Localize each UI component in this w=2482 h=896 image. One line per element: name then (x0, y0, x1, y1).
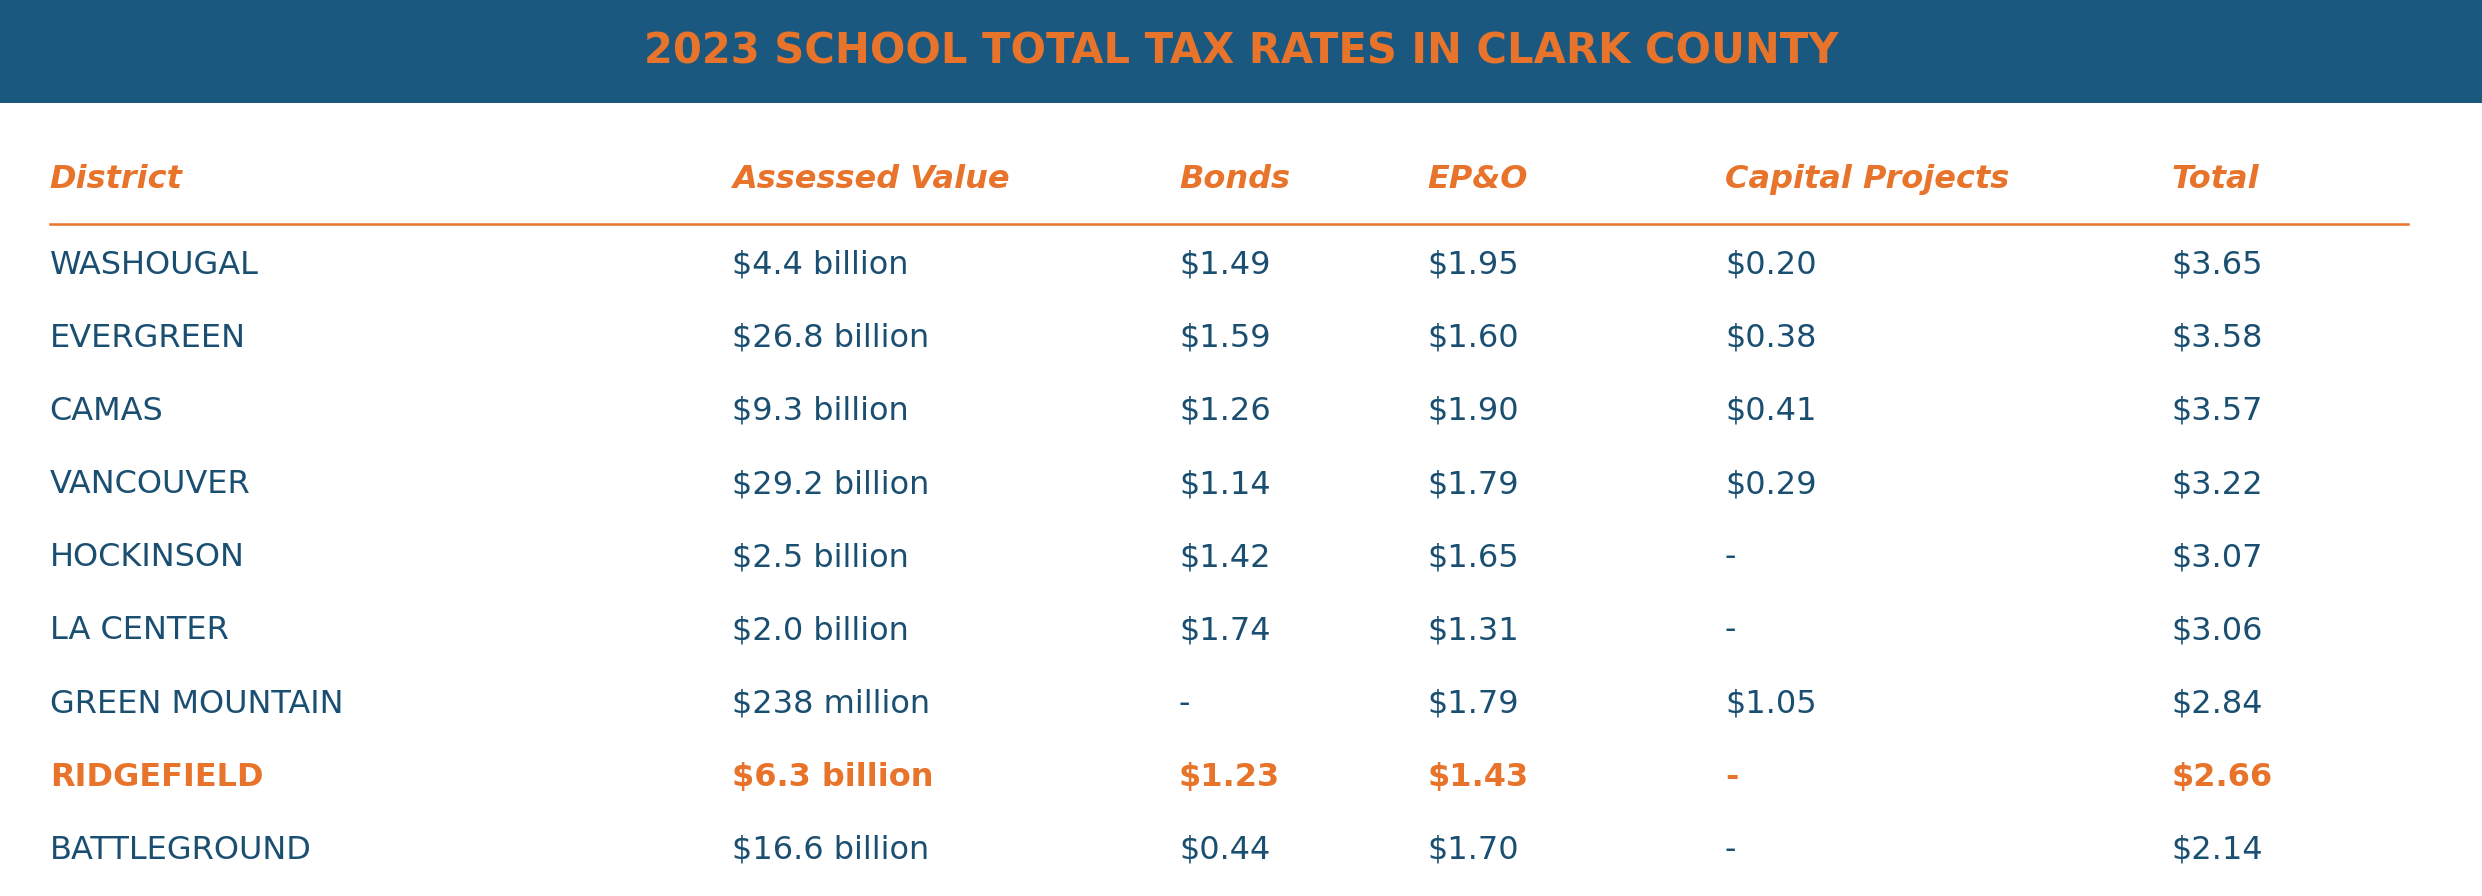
Text: $1.59: $1.59 (1179, 323, 1271, 354)
Text: $1.90: $1.90 (1427, 396, 1519, 426)
Text: -: - (1725, 542, 1737, 573)
Text: $1.26: $1.26 (1179, 396, 1271, 426)
Text: VANCOUVER: VANCOUVER (50, 470, 251, 500)
Text: Assessed Value: Assessed Value (732, 164, 1010, 194)
Text: $26.8 billion: $26.8 billion (732, 323, 928, 354)
Text: $2.5 billion: $2.5 billion (732, 542, 908, 573)
Text: $1.43: $1.43 (1427, 762, 1529, 793)
Text: BATTLEGROUND: BATTLEGROUND (50, 835, 313, 866)
Text: -: - (1725, 835, 1737, 866)
Text: $29.2 billion: $29.2 billion (732, 470, 931, 500)
Text: $1.79: $1.79 (1427, 470, 1519, 500)
Text: $1.70: $1.70 (1427, 835, 1519, 866)
Text: $4.4 billion: $4.4 billion (732, 250, 908, 280)
Text: Bonds: Bonds (1179, 164, 1291, 194)
Text: $0.38: $0.38 (1725, 323, 1817, 354)
Text: $1.95: $1.95 (1427, 250, 1519, 280)
Text: EP&O: EP&O (1427, 164, 1526, 194)
Text: -: - (1179, 689, 1191, 719)
Text: WASHOUGAL: WASHOUGAL (50, 250, 258, 280)
Text: $0.41: $0.41 (1725, 396, 1817, 426)
Text: District: District (50, 164, 184, 194)
Text: $1.14: $1.14 (1179, 470, 1271, 500)
Text: $238 million: $238 million (732, 689, 931, 719)
Text: $3.58: $3.58 (2172, 323, 2264, 354)
Text: $2.14: $2.14 (2172, 835, 2264, 866)
Text: $1.49: $1.49 (1179, 250, 1271, 280)
Text: $2.66: $2.66 (2172, 762, 2274, 793)
Text: EVERGREEN: EVERGREEN (50, 323, 246, 354)
Text: $1.05: $1.05 (1725, 689, 1817, 719)
Text: GREEN MOUNTAIN: GREEN MOUNTAIN (50, 689, 343, 719)
Text: $3.22: $3.22 (2172, 470, 2264, 500)
Text: 2023 SCHOOL TOTAL TAX RATES IN CLARK COUNTY: 2023 SCHOOL TOTAL TAX RATES IN CLARK COU… (643, 30, 1839, 73)
Text: $3.06: $3.06 (2172, 616, 2264, 646)
Text: $9.3 billion: $9.3 billion (732, 396, 908, 426)
Text: $1.60: $1.60 (1427, 323, 1519, 354)
Text: -: - (1725, 616, 1737, 646)
Text: CAMAS: CAMAS (50, 396, 164, 426)
Text: RIDGEFIELD: RIDGEFIELD (50, 762, 263, 793)
Text: HOCKINSON: HOCKINSON (50, 542, 246, 573)
Text: $0.29: $0.29 (1725, 470, 1817, 500)
Text: LA CENTER: LA CENTER (50, 616, 228, 646)
Text: $0.44: $0.44 (1179, 835, 1271, 866)
Text: $1.74: $1.74 (1179, 616, 1271, 646)
Text: $1.65: $1.65 (1427, 542, 1519, 573)
Bar (0, 0, 2482, 103)
Text: $2.84: $2.84 (2172, 689, 2264, 719)
Text: $6.3 billion: $6.3 billion (732, 762, 933, 793)
Text: $3.07: $3.07 (2172, 542, 2264, 573)
Text: $3.65: $3.65 (2172, 250, 2264, 280)
Text: $1.23: $1.23 (1179, 762, 1281, 793)
Text: $2.0 billion: $2.0 billion (732, 616, 908, 646)
Text: Capital Projects: Capital Projects (1725, 164, 2010, 194)
Text: $3.57: $3.57 (2172, 396, 2264, 426)
Text: -: - (1725, 762, 1737, 793)
Text: $16.6 billion: $16.6 billion (732, 835, 928, 866)
Text: $1.31: $1.31 (1427, 616, 1519, 646)
Text: $0.20: $0.20 (1725, 250, 1817, 280)
Text: Total: Total (2172, 164, 2259, 194)
Text: $1.79: $1.79 (1427, 689, 1519, 719)
Text: $1.42: $1.42 (1179, 542, 1271, 573)
